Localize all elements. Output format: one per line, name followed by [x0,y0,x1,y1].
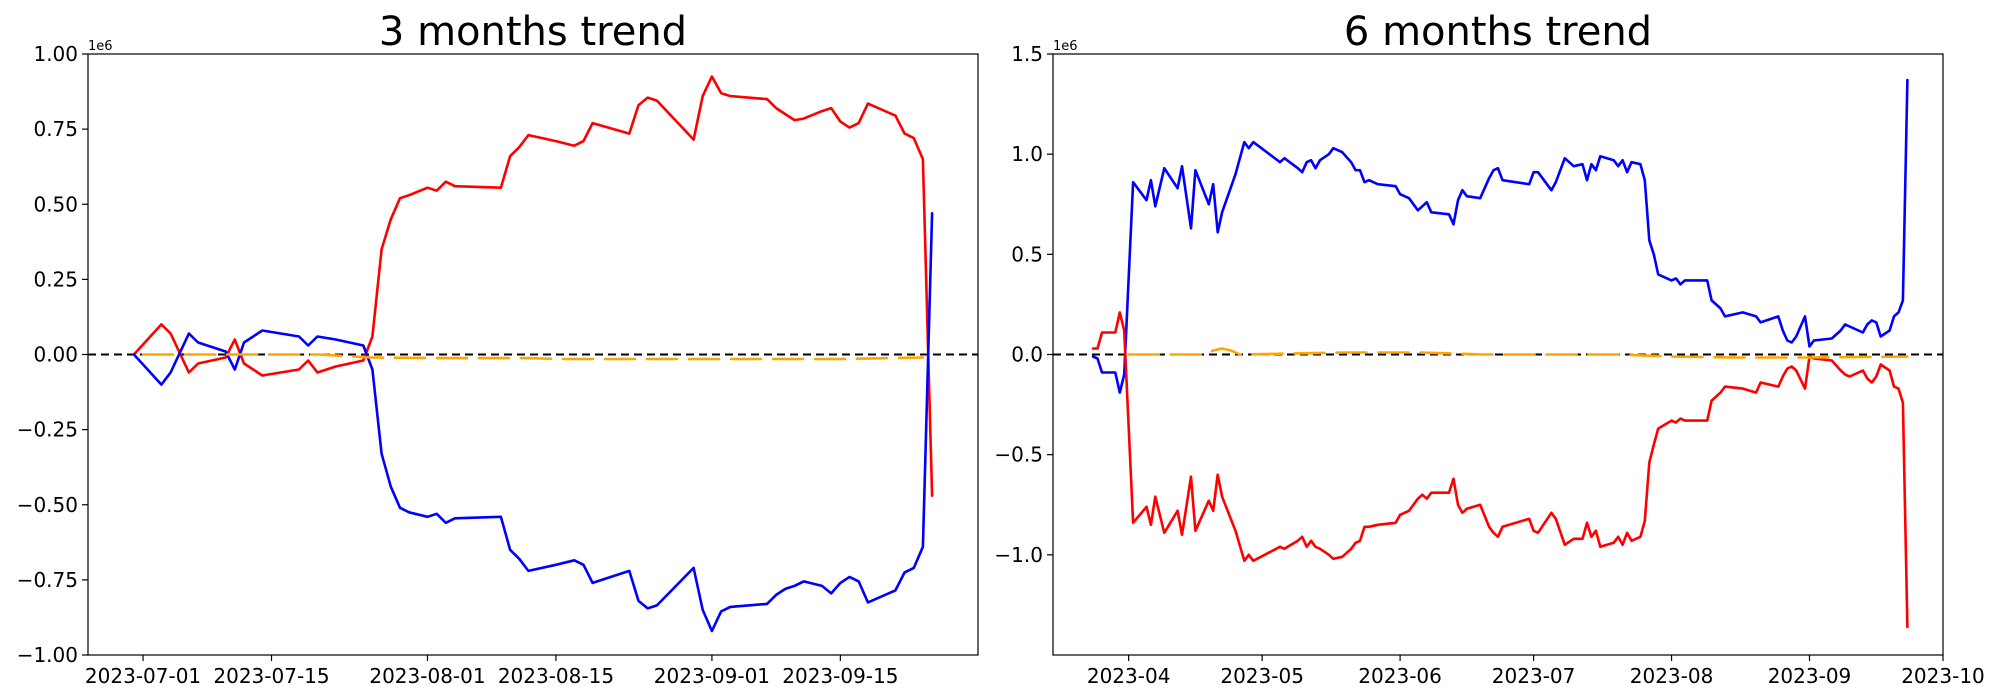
x-tick-label: 2023-07-01 [85,664,201,688]
y-tick-label: −1.00 [17,643,78,667]
x-tick-label: 2023-06 [1358,664,1442,688]
x-tick-label: 2023-08-01 [369,664,485,688]
series-line-2 [1127,347,1909,359]
y-tick-label: 0.5 [1011,242,1043,266]
series-line-0 [1091,78,1909,394]
series-line-1 [132,212,934,633]
x-tick-label: 2023-09 [1768,664,1852,688]
y-offset-label: 1e6 [1053,39,1078,54]
x-tick-label: 2023-05 [1220,664,1304,688]
y-tick-label: −0.50 [17,493,78,517]
plot-area [1053,78,1943,629]
chart-title: 6 months trend [1344,9,1652,55]
y-tick-label: 0.75 [33,117,78,141]
y-tick-label: −0.25 [17,418,78,442]
axis-ticks: 1.00 0.75 0.50 0.25 0.00 −0.25 −0.50 −0.75 −1.00… [17,42,899,688]
series-line-2 [141,353,925,361]
x-tick-label: 2023-08 [1630,664,1714,688]
plot-area [88,75,978,633]
y-tick-label: 1.0 [1011,142,1043,166]
x-tick-label: 2023-08-15 [498,664,614,688]
x-tick-label: 2023-04 [1087,664,1171,688]
x-tick-label: 2023-09-15 [782,664,898,688]
y-offset-label: 1e6 [88,39,113,54]
y-tick-label: −0.75 [17,568,78,592]
x-tick-label: 2023-09-01 [654,664,770,688]
chart-title: 3 months trend [379,9,687,55]
axis-ticks: 1.5 1.0 0.5 0.0 −0.5 −1.0 2023-04 2023-05 2023-0… [994,42,1984,688]
y-tick-label: 1.5 [1011,42,1043,66]
y-tick-label: −0.5 [994,443,1043,467]
y-tick-label: 1.00 [33,42,78,66]
y-tick-label: 0.25 [33,267,78,291]
x-tick-label: 2023-10 [1901,664,1985,688]
x-tick-label: 2023-07 [1492,664,1576,688]
chart-3-months-trend: 3 months trend 1e6 1.00 0.75 0.50 0.25 0.00 −… [17,9,979,688]
y-tick-label: 0.50 [33,192,78,216]
y-tick-label: 0.0 [1011,343,1043,367]
x-tick-label: 2023-07-15 [213,664,329,688]
y-tick-label: −1.0 [994,543,1043,567]
series-line-0 [132,75,934,498]
y-tick-label: 0.00 [33,343,78,367]
series-line-1 [1091,311,1909,629]
chart-6-months-trend: 6 months trend 1e6 1.5 1.0 0.5 0.0 −0.5 −1.0 2… [994,9,1984,688]
